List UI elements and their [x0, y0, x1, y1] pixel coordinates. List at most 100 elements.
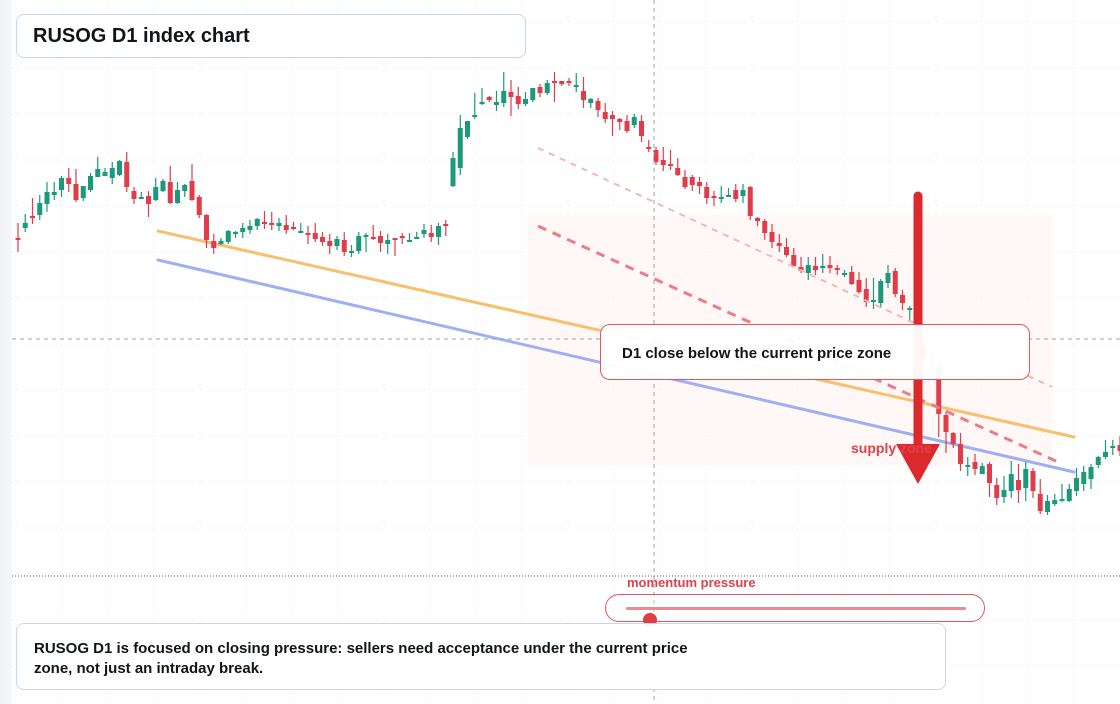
candle: [95, 157, 101, 177]
candle: [327, 234, 333, 254]
candle-body: [762, 221, 768, 233]
candle-body: [617, 119, 623, 122]
candle-body: [138, 197, 144, 199]
candle: [457, 115, 463, 175]
candle-body: [697, 182, 702, 186]
candle: [146, 191, 151, 217]
candle: [291, 222, 296, 230]
candle: [1117, 436, 1120, 456]
candle: [428, 225, 434, 242]
candle-body: [44, 192, 50, 204]
candle: [225, 230, 231, 244]
candle: [1066, 484, 1072, 502]
candle-body: [718, 197, 724, 199]
candle-body: [885, 273, 891, 283]
candle-body: [276, 223, 282, 226]
candle: [211, 234, 217, 254]
candle-body: [515, 96, 521, 104]
candle-body: [370, 237, 376, 239]
candle: [363, 233, 369, 252]
candle: [436, 223, 441, 245]
candle: [1059, 484, 1065, 502]
candle: [537, 84, 543, 97]
candle: [994, 478, 1000, 505]
supply-zone-label: supply zone: [851, 440, 932, 456]
candle: [1016, 464, 1021, 503]
candle-body: [472, 115, 478, 117]
momentum-pressure-track: [626, 607, 966, 627]
candle: [1045, 495, 1050, 515]
candle-body: [646, 147, 652, 149]
momentum-pressure-slider[interactable]: [605, 594, 985, 627]
candle-body: [653, 150, 659, 162]
candle-body: [378, 236, 383, 243]
candle-body: [1052, 500, 1058, 504]
left-rail: [0, 0, 12, 704]
candle-body: [1059, 499, 1065, 501]
candle: [979, 463, 985, 474]
candle: [88, 173, 93, 192]
candle: [59, 176, 64, 197]
candle-body: [530, 88, 536, 100]
candle: [581, 77, 586, 108]
candle: [117, 160, 122, 176]
candle: [443, 220, 449, 236]
candle: [370, 225, 376, 240]
candle: [682, 170, 688, 189]
candle: [15, 223, 21, 252]
candle: [602, 103, 608, 123]
candle-body: [175, 190, 180, 203]
candle: [494, 91, 499, 111]
candle: [392, 238, 398, 256]
candle: [871, 278, 876, 309]
candle-body: [559, 81, 565, 84]
candle-body: [167, 182, 173, 203]
candle-body: [682, 177, 688, 187]
candle: [450, 152, 456, 187]
candle: [900, 290, 905, 310]
candle-body: [544, 83, 550, 93]
candle-body: [1001, 490, 1007, 497]
candle: [240, 223, 246, 238]
candle: [668, 150, 673, 170]
candle-body: [639, 121, 644, 136]
candle-body: [15, 238, 21, 240]
candle: [414, 232, 420, 239]
candle: [1008, 461, 1014, 498]
candle-body: [798, 267, 804, 271]
candle-body: [537, 87, 543, 93]
candle: [573, 73, 579, 92]
candle: [653, 147, 659, 165]
candle-body: [407, 240, 412, 242]
summary-text: RUSOG D1 is focused on closing pressure:…: [34, 640, 688, 677]
candle-body: [327, 241, 333, 246]
candle: [762, 219, 768, 240]
candle: [617, 118, 623, 130]
candle: [820, 254, 826, 273]
candle-body: [66, 178, 72, 184]
candle: [711, 191, 717, 206]
candle-body: [523, 99, 528, 104]
candle-body: [1095, 457, 1101, 465]
candle-body: [298, 231, 304, 233]
candle: [726, 188, 731, 197]
candle-body: [740, 190, 746, 196]
note-card: D1 close below the current price zone: [600, 324, 1030, 380]
candle: [407, 233, 412, 242]
candle: [972, 454, 978, 475]
candle: [892, 268, 898, 297]
candle: [182, 184, 188, 197]
candle-body: [668, 164, 673, 166]
candle-body: [1023, 469, 1029, 488]
candle-body: [704, 187, 710, 198]
candle: [262, 211, 267, 229]
candle: [958, 433, 963, 471]
candle-body: [283, 225, 289, 230]
candle: [378, 231, 383, 252]
candle: [631, 114, 637, 128]
candle-body: [414, 237, 420, 239]
candle-body: [834, 268, 840, 270]
candle-body: [349, 251, 354, 253]
candle: [349, 245, 354, 257]
